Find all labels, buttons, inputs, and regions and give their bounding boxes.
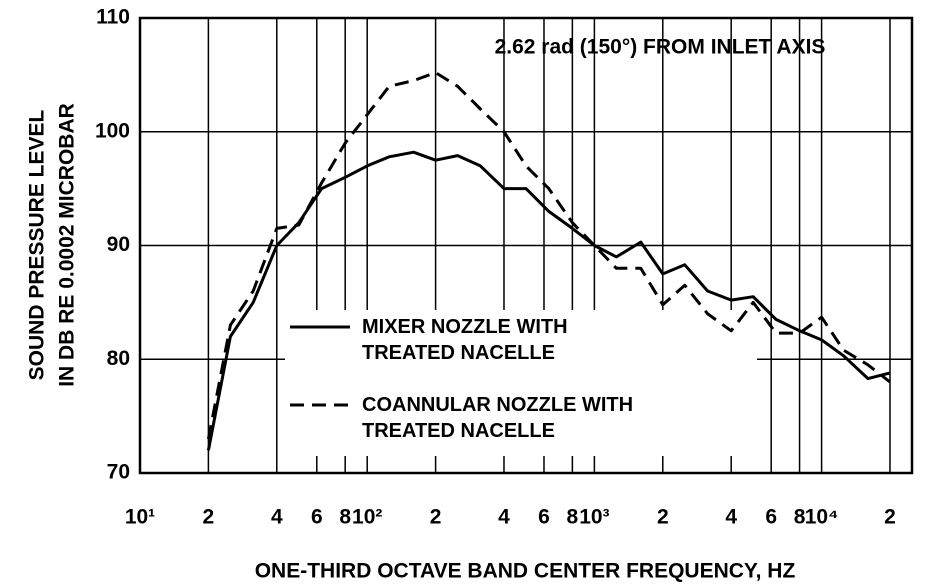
x-tick-label: 2 bbox=[657, 506, 669, 529]
x-tick-label: 2 bbox=[884, 506, 896, 529]
x-tick-label: 8 bbox=[794, 506, 806, 529]
x-tick-label: 4 bbox=[725, 506, 737, 529]
x-tick-label: 2 bbox=[430, 506, 442, 529]
legend-label: MIXER NOZZLE WITH TREATED NACELLE bbox=[362, 316, 568, 364]
x-tick-label: 6 bbox=[538, 506, 550, 529]
x-tick-label: 6 bbox=[765, 506, 777, 529]
legend-label: COANNULAR NOZZLE WITH TREATED NACELLE bbox=[362, 394, 634, 442]
y-tick-label: 110 bbox=[96, 6, 130, 29]
x-tick-label: 4 bbox=[271, 506, 283, 529]
data-line bbox=[206, 71, 891, 440]
y-axis-label: IN DB RE 0.0002 MICROBAR bbox=[56, 103, 79, 387]
x-tick-label: 4 bbox=[498, 506, 510, 529]
y-tick-label: 70 bbox=[107, 461, 130, 484]
x-tick-label: 6 bbox=[311, 506, 323, 529]
x-axis-label: ONE-THIRD OCTAVE BAND CENTER FREQUENCY, … bbox=[255, 560, 796, 583]
plot-frame bbox=[138, 16, 914, 475]
annotation: 2.62 rad (150°) FROM INLET AXIS bbox=[495, 36, 826, 59]
y-axis-label: SOUND PRESSURE LEVEL bbox=[26, 109, 49, 380]
data-line bbox=[206, 150, 891, 451]
y-tick-label: 80 bbox=[107, 347, 130, 370]
x-tick-label: 8 bbox=[339, 506, 351, 529]
x-tick-label: 10² bbox=[352, 506, 382, 529]
x-tick-label: 2 bbox=[203, 506, 215, 529]
x-tick-label: 10¹ bbox=[125, 506, 155, 529]
y-tick-label: 90 bbox=[107, 233, 130, 256]
x-tick-label: 8 bbox=[567, 506, 579, 529]
x-tick-label: 10³ bbox=[579, 506, 609, 529]
y-tick-label: 100 bbox=[95, 119, 130, 142]
x-tick-label: 10⁴ bbox=[805, 506, 839, 529]
legend-box bbox=[285, 310, 757, 456]
